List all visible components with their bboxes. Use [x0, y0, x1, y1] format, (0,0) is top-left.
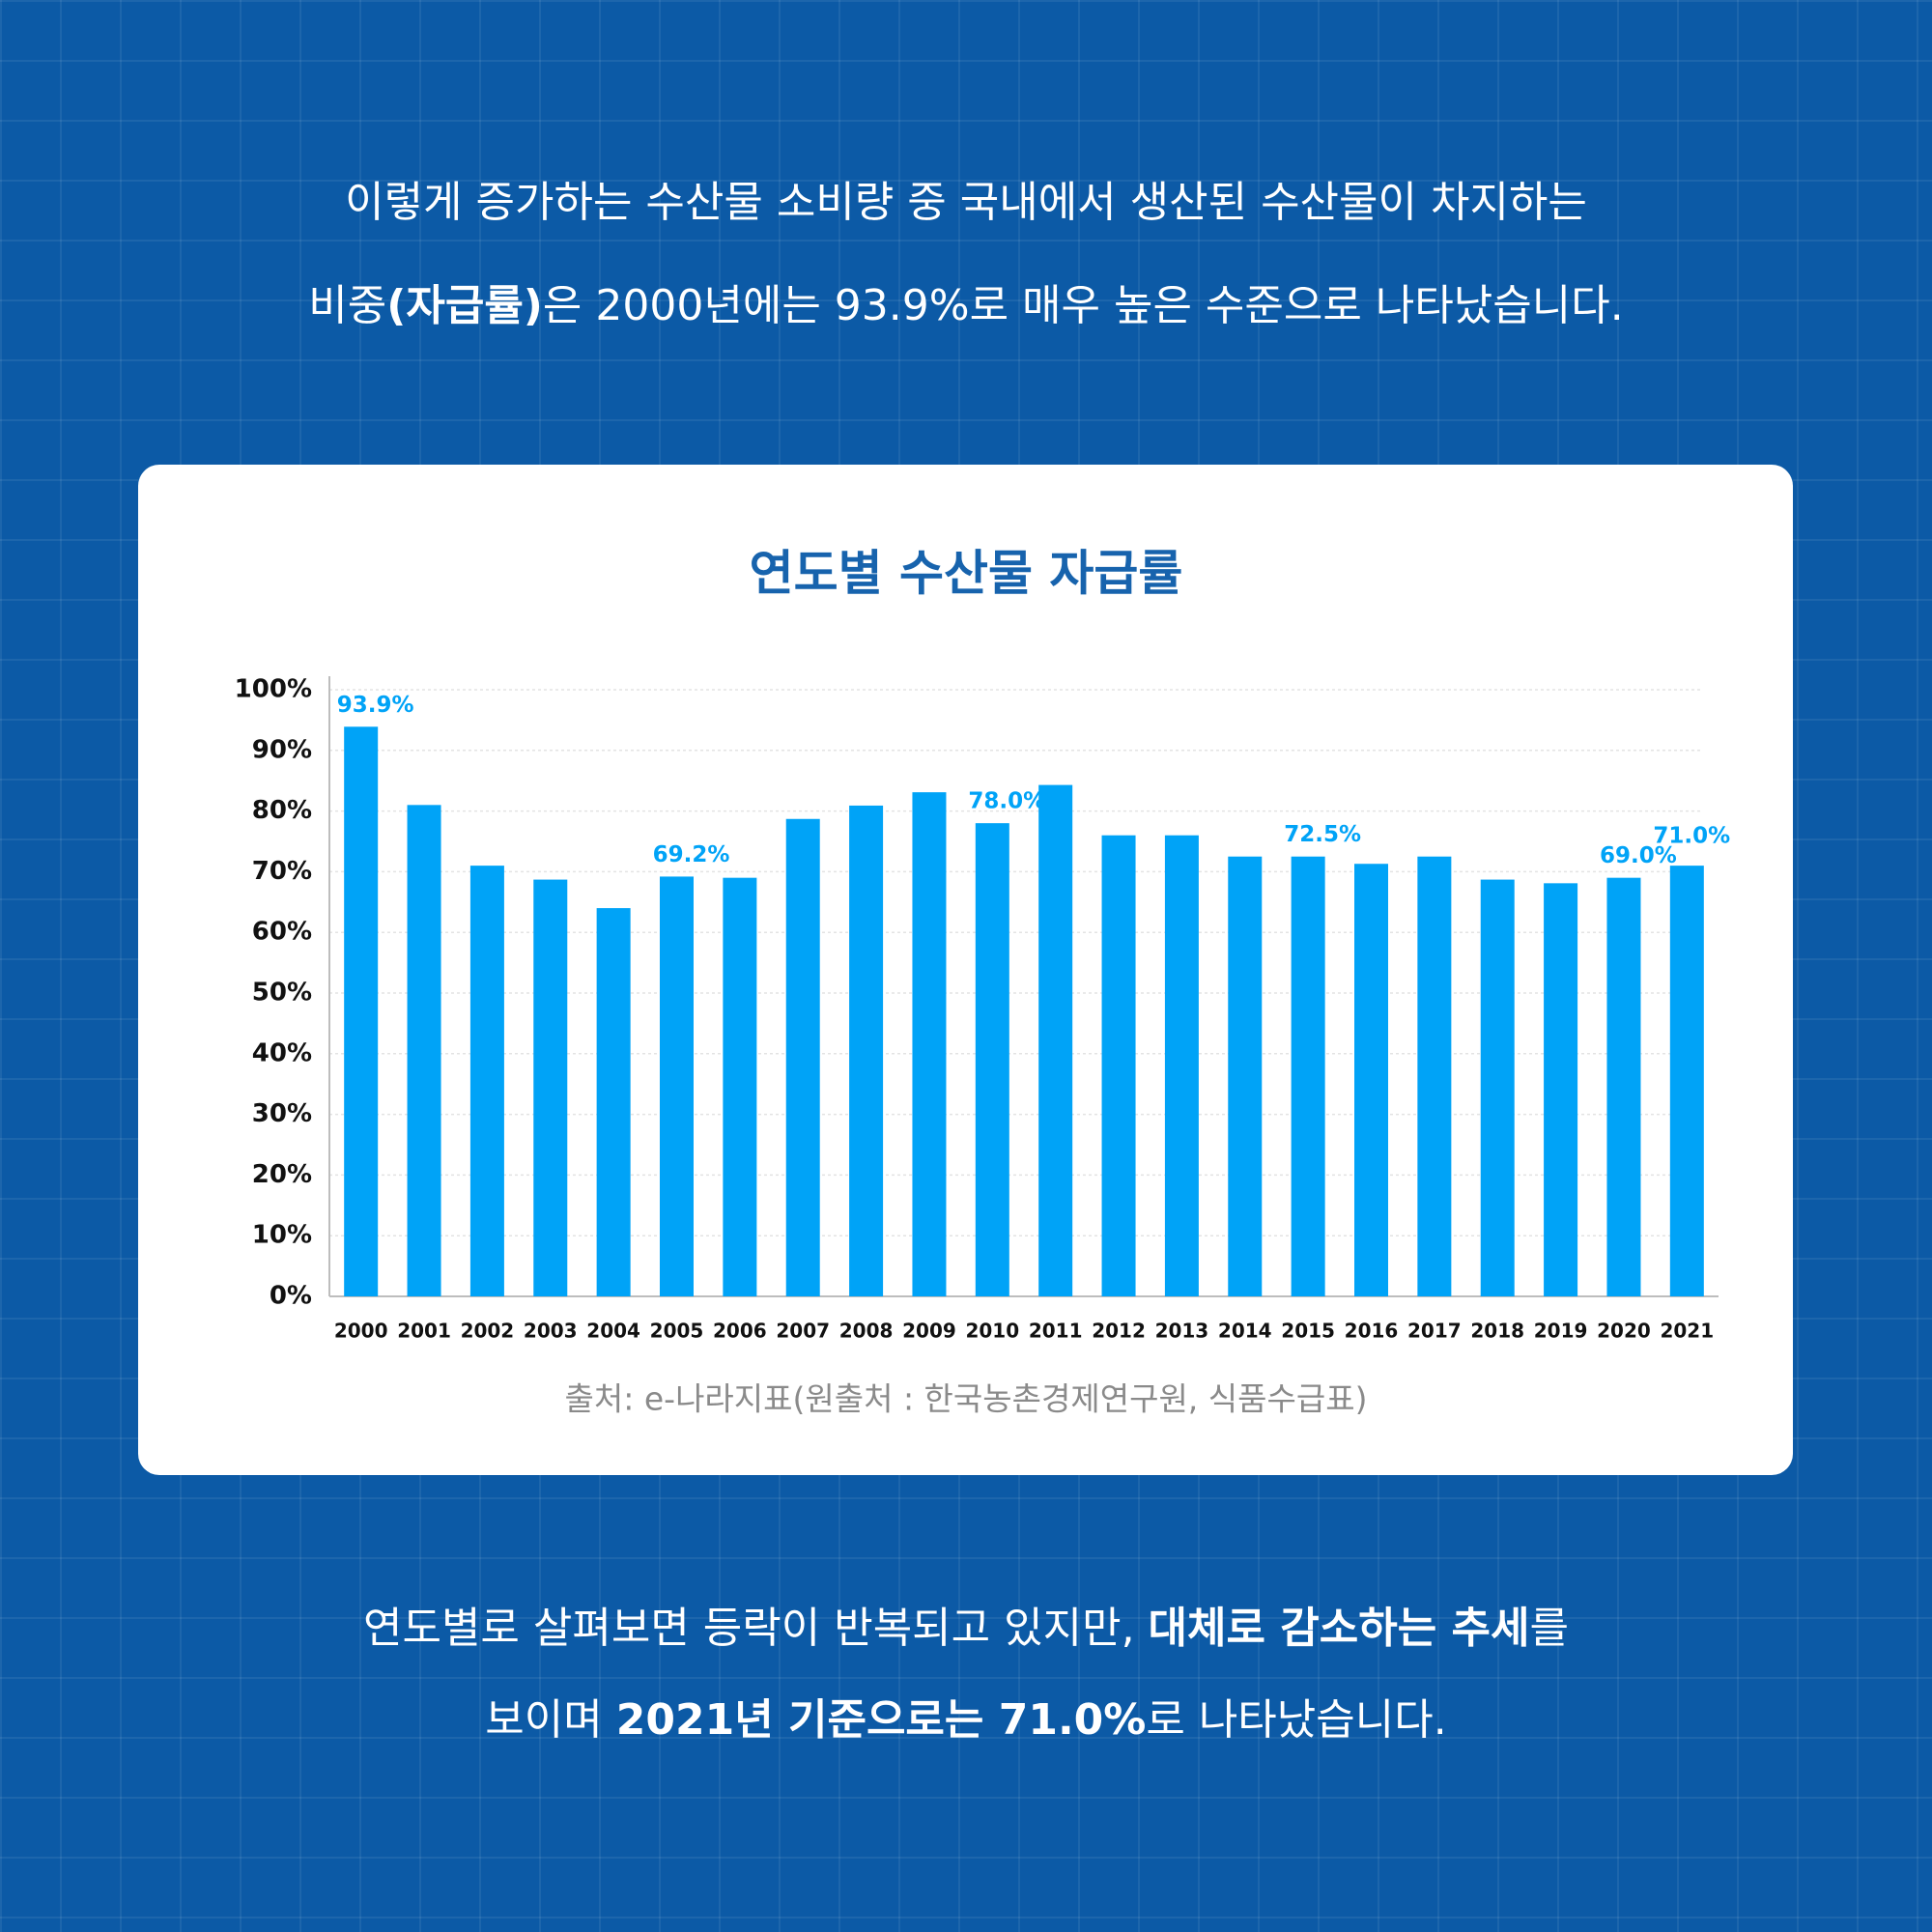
bar	[1606, 877, 1641, 1296]
x-tick-label: 2019	[1534, 1320, 1588, 1343]
bar	[912, 792, 947, 1296]
value-label: 93.9%	[337, 693, 414, 718]
x-tick-label: 2015	[1281, 1320, 1335, 1343]
y-tick-label: 20%	[252, 1160, 312, 1189]
text-part: 연도별로 살펴보면 등락이 반복되고 있지만,	[363, 1604, 1149, 1653]
bar	[975, 823, 1009, 1296]
bar	[407, 805, 441, 1296]
bar	[596, 908, 631, 1296]
bar	[660, 876, 694, 1296]
x-tick-label: 2017	[1407, 1320, 1462, 1343]
x-tick-label: 2021	[1660, 1320, 1714, 1343]
value-label: 69.2%	[653, 842, 730, 867]
paragraph-line: 보이며 2021년 기준으로는 71.0%로 나타났습니다.	[485, 1695, 1446, 1745]
bar	[1291, 856, 1325, 1296]
source-note: 출처: e-나라지표(원출처 : 한국농촌경제연구원, 식품수급표)	[565, 1380, 1368, 1418]
x-tick-label: 2003	[524, 1320, 578, 1343]
y-tick-label: 0%	[270, 1282, 312, 1311]
bar	[785, 818, 820, 1296]
bar	[849, 805, 884, 1296]
x-tick-label: 2004	[586, 1320, 640, 1343]
bar	[1417, 856, 1452, 1296]
value-label: 78.0%	[968, 789, 1045, 814]
x-tick-label: 2011	[1029, 1320, 1083, 1343]
y-tick-label: 100%	[235, 675, 312, 704]
value-label: 69.0%	[1600, 843, 1677, 868]
y-tick-label: 30%	[252, 1099, 312, 1128]
y-tick-label: 90%	[252, 735, 312, 764]
bar	[1164, 835, 1199, 1296]
text-part: 이렇게 증가하는 수산물 소비량 중 국내에서 생산된 수산물이 차지하는	[345, 178, 1587, 227]
bar	[469, 866, 504, 1296]
x-tick-label: 2020	[1597, 1320, 1651, 1343]
bar	[1228, 856, 1263, 1296]
y-tick-label: 60%	[252, 918, 312, 947]
text-part: 를	[1530, 1604, 1569, 1653]
x-tick-label: 2009	[902, 1320, 956, 1343]
text-part: 로 나타났습니다.	[1146, 1695, 1446, 1745]
x-tick-label: 2014	[1218, 1320, 1272, 1343]
x-tick-label: 2012	[1092, 1320, 1146, 1343]
value-label: 71.0%	[1653, 824, 1730, 849]
x-tick-label: 2002	[461, 1320, 515, 1343]
paragraph-line: 이렇게 증가하는 수산물 소비량 중 국내에서 생산된 수산물이 차지하는	[345, 178, 1587, 227]
x-tick-label: 2013	[1155, 1320, 1209, 1343]
y-tick-label: 80%	[252, 796, 312, 825]
bar	[1354, 864, 1388, 1296]
x-tick-label: 2018	[1470, 1320, 1524, 1343]
bar	[1669, 866, 1704, 1296]
value-label: 72.5%	[1284, 822, 1361, 847]
x-tick-label: 2016	[1345, 1320, 1399, 1343]
text-part: (자급률)	[386, 281, 543, 330]
x-tick-label: 2001	[397, 1320, 451, 1343]
y-tick-label: 50%	[252, 979, 312, 1008]
x-tick-label: 2006	[713, 1320, 767, 1343]
text-part: 보이며	[485, 1695, 615, 1745]
y-tick-label: 70%	[252, 857, 312, 886]
y-tick-label: 40%	[252, 1038, 312, 1067]
text-part: 은 2000년에는 93.9%로 매우 높은 수준으로 나타났습니다.	[543, 281, 1624, 330]
x-tick-label: 2000	[334, 1320, 388, 1343]
bar	[1101, 835, 1136, 1296]
text-part: 대체로 감소하는 추세	[1149, 1604, 1530, 1653]
bar	[344, 726, 379, 1296]
x-tick-label: 2005	[650, 1320, 704, 1343]
text-part: 2021년 기준으로는 71.0%	[616, 1695, 1147, 1745]
text-part: 비중	[308, 281, 386, 330]
bar	[533, 879, 568, 1296]
bar	[1480, 879, 1515, 1296]
x-tick-label: 2010	[965, 1320, 1019, 1343]
bar	[723, 877, 757, 1296]
y-tick-label: 10%	[252, 1221, 312, 1250]
bar	[1038, 784, 1073, 1296]
paragraph-line: 비중(자급률)은 2000년에는 93.9%로 매우 높은 수준으로 나타났습니…	[308, 281, 1623, 330]
chart-title: 연도별 수산물 자급률	[750, 546, 1183, 602]
x-tick-label: 2008	[839, 1320, 894, 1343]
bar	[1544, 883, 1578, 1296]
paragraph-line: 연도별로 살펴보면 등락이 반복되고 있지만, 대체로 감소하는 추세를	[363, 1604, 1569, 1653]
x-tick-label: 2007	[776, 1320, 830, 1343]
